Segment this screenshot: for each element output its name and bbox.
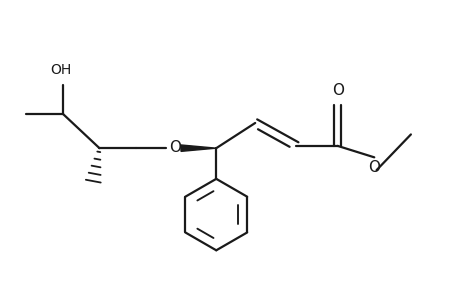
Text: O: O (168, 140, 181, 155)
Polygon shape (180, 145, 216, 152)
Text: OH: OH (50, 63, 71, 77)
Text: O: O (331, 83, 343, 98)
Text: O: O (368, 160, 380, 175)
